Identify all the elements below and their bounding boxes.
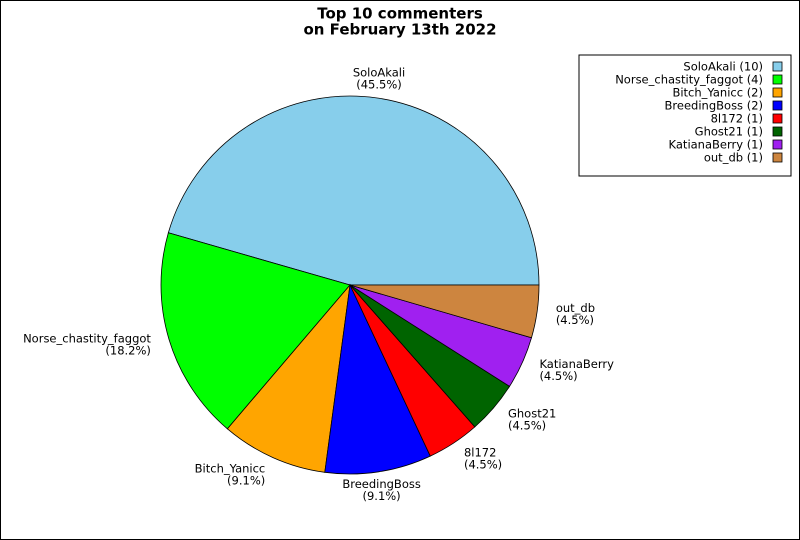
slice-percent: (18.2%) — [105, 343, 151, 357]
legend-swatch — [772, 87, 783, 98]
slice-label: out_db — [556, 301, 595, 315]
chart-title: on February 13th 2022 — [303, 21, 496, 39]
legend-label: Ghost21 (1) — [695, 125, 763, 139]
slice-percent: (4.5%) — [464, 457, 502, 471]
legend-swatch — [772, 61, 783, 72]
legend-label: Bitch_Yanicc (2) — [672, 86, 763, 100]
legend-swatch — [772, 152, 783, 163]
legend-swatch — [772, 126, 783, 137]
legend-swatch — [772, 113, 783, 124]
legend-label: SoloAkali (10) — [683, 60, 763, 74]
pie-slice — [167, 95, 540, 286]
slice-label: BreedingBoss — [342, 477, 421, 491]
legend-label: out_db (1) — [704, 151, 763, 165]
slice-percent: (4.5%) — [539, 369, 577, 383]
legend-label: KatianaBerry (1) — [669, 138, 763, 152]
pie-slice — [226, 283, 351, 473]
legend-box — [578, 54, 792, 177]
chart-title: Top 10 commenters — [317, 5, 483, 23]
slice-percent: (9.1%) — [362, 489, 400, 503]
slice-label: Norse_chastity_faggot — [23, 331, 151, 345]
legend-swatch — [772, 100, 783, 111]
slice-percent: (4.5%) — [508, 419, 546, 433]
slice-label: Ghost21 — [508, 407, 556, 421]
slice-label: SoloAkali — [353, 66, 405, 80]
slice-label: Bitch_Yanicc — [195, 461, 266, 475]
pie-slice — [349, 284, 540, 339]
legend-swatch — [772, 139, 783, 150]
slice-percent: (4.5%) — [556, 313, 594, 327]
legend-label: Norse_chastity_faggot (4) — [615, 73, 763, 87]
legend-swatch — [772, 74, 783, 85]
slice-percent: (9.1%) — [227, 473, 265, 487]
pie-slice — [160, 232, 351, 430]
slice-percent: (45.5%) — [356, 78, 402, 92]
slice-label: KatianaBerry — [539, 357, 614, 371]
slice-label: 8l172 — [464, 445, 496, 459]
legend-label: 8l172 (1) — [711, 112, 763, 126]
legend-label: BreedingBoss (2) — [665, 99, 763, 113]
pie-slice — [324, 283, 431, 475]
